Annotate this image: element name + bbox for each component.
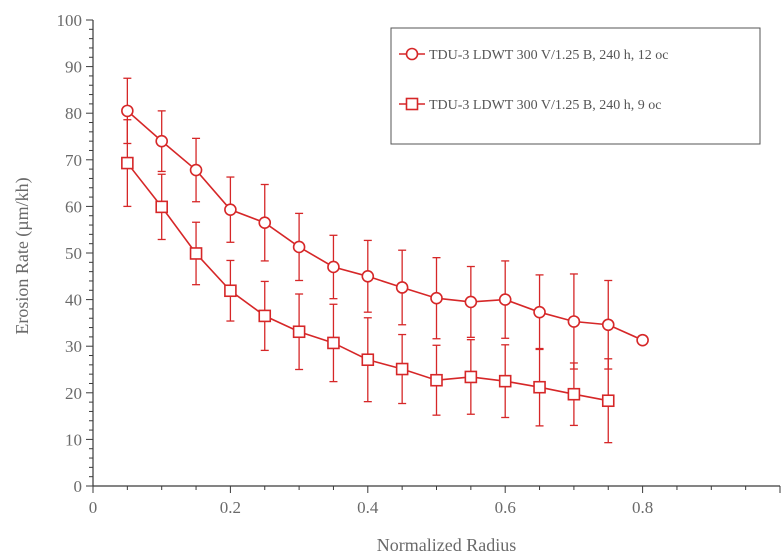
legend-marker: [405, 97, 419, 111]
data-point: [567, 387, 581, 401]
data-point: [189, 247, 203, 260]
data-point: [292, 325, 306, 339]
x-tick-label: 0.2: [220, 498, 241, 517]
y-tick-label: 50: [65, 244, 82, 263]
legend-label: TDU-3 LDWT 300 V/1.25 B, 240 h, 12 oc: [429, 48, 668, 63]
data-point: [430, 373, 443, 387]
data-point: [258, 309, 272, 323]
data-point: [327, 336, 340, 350]
axes: 0 0.2 0.4 0.6 0.8 0 10 20 30 40 50 60 70 80 90 100: [57, 11, 781, 517]
series-layer: [121, 77, 649, 444]
data-point: [430, 291, 443, 305]
y-tick-label: 40: [65, 291, 82, 310]
legend-label: TDU-3 LDWT 300 V/1.25 B, 240 h, 9 oc: [429, 98, 661, 113]
y-tick-label: 10: [65, 430, 82, 449]
data-point: [361, 269, 375, 283]
legend-entries: TDU-3 LDWT 300 V/1.25 B, 240 h, 12 oc TDU…: [399, 47, 668, 113]
y-tick-label: 30: [65, 337, 82, 356]
y-tick-label: 0: [74, 477, 83, 496]
data-point: [533, 380, 546, 394]
data-point: [121, 156, 134, 170]
data-point: [155, 134, 168, 148]
y-tick-label: 90: [65, 58, 82, 77]
y-tick-label: 20: [65, 384, 82, 403]
data-point: [224, 203, 237, 216]
data-point: [155, 200, 168, 214]
data-point: [258, 216, 272, 230]
x-tick-label: 0: [89, 498, 98, 517]
series-1: [121, 77, 649, 370]
y-tick-label: 60: [65, 197, 82, 216]
data-point: [292, 240, 306, 254]
data-point: [636, 333, 649, 347]
data-point: [395, 281, 409, 294]
data-point: [121, 104, 134, 118]
legend-entry: TDU-3 LDWT 300 V/1.25 B, 240 h, 9 oc: [399, 97, 661, 113]
data-point: [601, 318, 615, 332]
y-tick-label: 100: [57, 11, 83, 30]
legend-marker: [405, 47, 419, 61]
y-tick-label: 70: [65, 151, 82, 170]
x-tick-label: 0.8: [632, 498, 653, 517]
series-line: [126, 110, 643, 341]
data-point: [533, 305, 546, 319]
y-axis-title: Erosion Rate (µm/kh): [12, 177, 33, 334]
legend: TDU-3 LDWT 300 V/1.25 B, 240 h, 12 oc TDU…: [390, 27, 761, 145]
legend-entry: TDU-3 LDWT 300 V/1.25 B, 240 h, 12 oc: [399, 47, 668, 63]
data-point: [327, 260, 340, 274]
x-tick-label: 0.6: [495, 498, 516, 517]
data-point: [464, 295, 478, 309]
data-point: [498, 374, 512, 388]
data-point: [464, 370, 478, 384]
data-point: [498, 293, 512, 306]
legend-box: [390, 27, 761, 145]
data-point: [361, 353, 375, 367]
data-point: [567, 315, 581, 328]
data-point: [224, 284, 237, 298]
x-axis-title: Normalized Radius: [377, 535, 516, 555]
data-point: [189, 163, 203, 177]
y-tick-label: 80: [65, 104, 82, 123]
data-point: [601, 394, 615, 408]
series-2: [121, 119, 615, 444]
x-tick-label: 0.4: [357, 498, 379, 517]
data-point: [395, 362, 409, 376]
